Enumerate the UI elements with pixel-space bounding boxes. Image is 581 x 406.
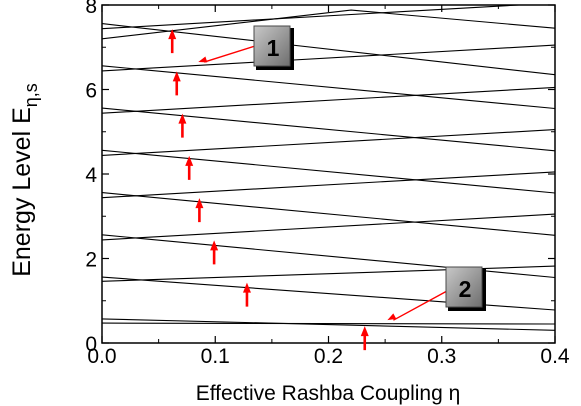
energy-curve-13 bbox=[102, 65, 555, 110]
y-tick-label: 0 bbox=[85, 333, 97, 356]
energy-curve-7 bbox=[102, 192, 555, 236]
y-tick-label: 8 bbox=[85, 0, 97, 18]
x-tick-label: 0.4 bbox=[540, 345, 570, 368]
plot-frame bbox=[101, 4, 556, 344]
energy-curve-4 bbox=[102, 213, 555, 241]
energy-curve-1 bbox=[102, 318, 555, 331]
energy-curve-12 bbox=[102, 44, 555, 72]
energy-curve-5 bbox=[102, 234, 555, 279]
annotation-box bbox=[253, 25, 291, 67]
energy-curve-11 bbox=[102, 107, 555, 152]
annotation-pointer-head bbox=[198, 56, 208, 63]
x-axis-title: Effective Rashba Coupling η bbox=[196, 382, 461, 405]
crossing-arrow-5 bbox=[210, 240, 219, 265]
energy-curve-10 bbox=[102, 86, 555, 114]
annotation-2: 2 bbox=[387, 266, 486, 321]
annotation-label: 2 bbox=[459, 276, 472, 302]
axes: 0.0 0.1 0.2 0.3 0.4 0 2 4 6 8 bbox=[85, 0, 570, 368]
x-tick-label: 0.2 bbox=[314, 345, 343, 368]
x-tick-label: 0.3 bbox=[427, 345, 456, 368]
energy-curves bbox=[102, 5, 555, 331]
x-tick-label: 0.1 bbox=[201, 345, 230, 368]
annotation-box bbox=[445, 266, 483, 308]
crossing-arrow-6 bbox=[242, 282, 251, 307]
energy-curve-6 bbox=[102, 171, 555, 199]
energy-curve-16 bbox=[102, 9, 555, 40]
crossing-arrow-3 bbox=[185, 155, 194, 180]
annotations: 12 bbox=[198, 25, 486, 321]
y-tick-label: 6 bbox=[85, 80, 97, 103]
annotation-pointer bbox=[393, 290, 448, 321]
annotation-1: 1 bbox=[198, 25, 294, 70]
x-tick-label: 0.0 bbox=[87, 345, 116, 368]
energy-curve-15 bbox=[102, 23, 555, 76]
crossing-arrow-4 bbox=[195, 198, 204, 223]
annotation-label: 1 bbox=[267, 35, 280, 61]
energy-curve-0 bbox=[102, 322, 555, 325]
crossing-arrow-1 bbox=[172, 71, 181, 96]
y-axis-title-subscript: η,s bbox=[21, 83, 41, 107]
energy-curve-14 bbox=[102, 5, 528, 30]
annotation-pointer-head bbox=[387, 313, 397, 321]
energy-curve-9 bbox=[102, 149, 555, 194]
annotation-pointer bbox=[204, 45, 256, 63]
y-tick-label: 2 bbox=[85, 249, 97, 272]
crossing-arrow-7 bbox=[360, 326, 369, 351]
y-axis-title-main: Energy Level E bbox=[8, 107, 36, 277]
y-axis-title: Energy Level Eη,s bbox=[8, 83, 41, 277]
y-tick-label: 4 bbox=[85, 164, 97, 187]
crossing-arrow-0 bbox=[168, 29, 177, 54]
energy-curve-3 bbox=[102, 276, 555, 311]
energy-curve-8 bbox=[102, 129, 555, 156]
energy-curve-2 bbox=[102, 265, 555, 282]
crossing-arrows bbox=[168, 29, 369, 351]
crossing-arrow-2 bbox=[178, 113, 187, 138]
